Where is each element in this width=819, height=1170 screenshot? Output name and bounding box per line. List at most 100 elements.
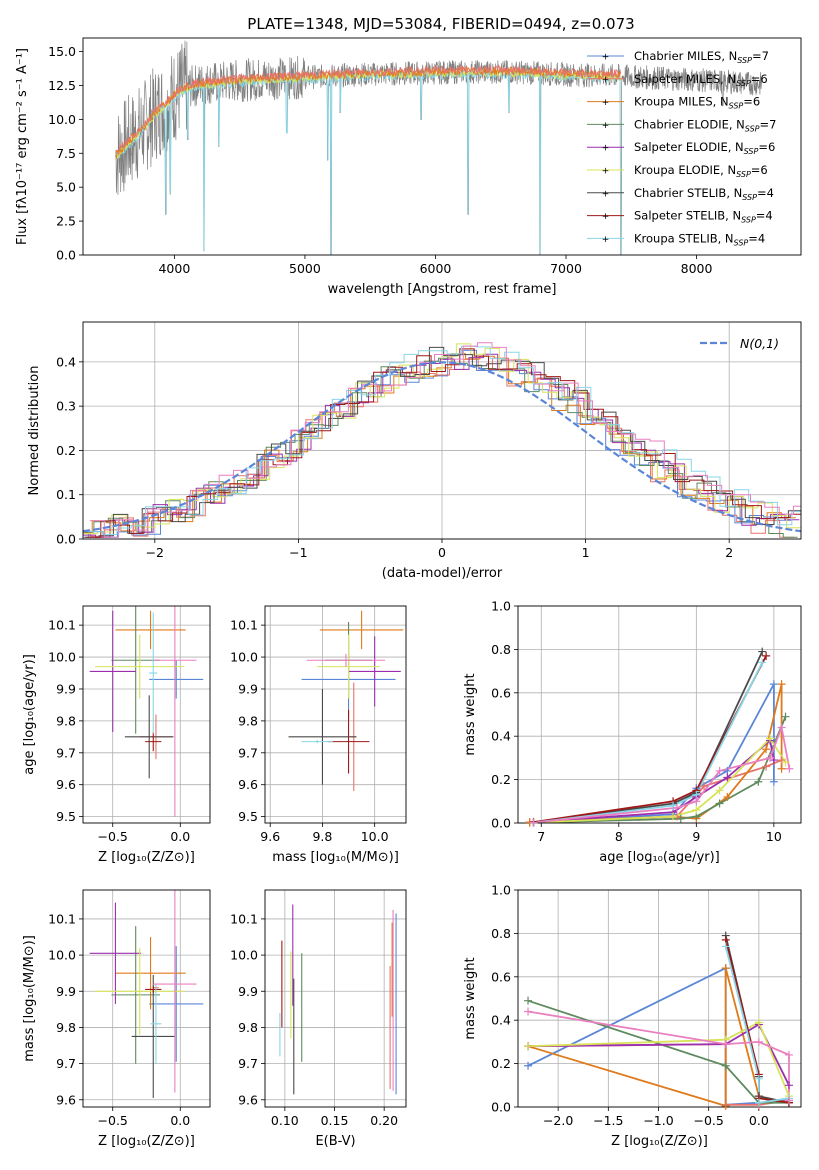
y-axis-label: Normed distribution [27, 366, 42, 496]
y-tick-label: 10.0 [48, 948, 76, 963]
y-tick-label: 0.0 [491, 1100, 511, 1115]
x-axis-label: wavelength [Angstrom, rest frame] [328, 282, 557, 297]
legend-label: N(0,1) [740, 336, 779, 351]
mass-weight-point [777, 680, 786, 689]
x-tick-label: 10 [766, 829, 782, 844]
mass-vs-ebv-panel: 0.10 0.15 0.20 9.6 9.7 9.8 9.9 10.0 10.1 E(B-V) [230, 889, 407, 1149]
x-tick-label: 7000 [550, 261, 582, 276]
y-tick-label: 0.1 [56, 487, 76, 502]
legend-label: Kroupa ELODIE, NSSP=6 [634, 163, 768, 179]
y-tick-label: 1.0 [491, 883, 511, 898]
x-tick-label: −0.5 [98, 829, 128, 844]
mass-weight-point [769, 777, 778, 786]
histogram-step-line [86, 348, 801, 538]
mass-weight-point [784, 1050, 793, 1059]
y-tick-label: 2.5 [56, 214, 76, 229]
mass-weight-point [721, 964, 730, 973]
legend-marker: + [602, 189, 610, 199]
mass-weight-point [781, 758, 790, 767]
x-axis-label: E(B-V) [315, 1134, 355, 1149]
legend-label: Kroupa MILES, NSSP=6 [634, 95, 760, 111]
mass-weight-point [721, 1040, 730, 1049]
y-tick-label: 9.7 [238, 1056, 258, 1071]
mass-weight-line [533, 716, 787, 823]
axes-frame [82, 605, 211, 824]
mass-weight-point [524, 1042, 533, 1051]
y-tick-label: 9.9 [238, 984, 258, 999]
axes-frame [264, 889, 407, 1108]
y-tick-label: 0.4 [491, 729, 511, 744]
mass-weight-point [762, 745, 771, 754]
mass-weight-point [777, 764, 786, 773]
x-tick-label: 5000 [289, 261, 321, 276]
x-axis-label: Z [log₁₀(Z/Z⊙)] [98, 850, 195, 865]
y-tick-label: 0.4 [56, 354, 76, 369]
y-tick-label: 10.1 [230, 911, 258, 926]
y-tick-label: 10.0 [48, 650, 76, 665]
x-tick-label: −1 [289, 545, 307, 560]
mass-weight-point [762, 762, 771, 771]
mass-weight-point [765, 753, 774, 762]
mass-weight-point [784, 1096, 793, 1105]
mass-weight-point [754, 777, 763, 786]
mass-weight-point [692, 805, 701, 814]
plot-area [279, 904, 397, 1095]
y-tick-label: 9.9 [56, 681, 76, 696]
legend-marker: + [602, 53, 610, 63]
x-tick-label: 10.0 [361, 829, 389, 844]
x-tick-label: 4000 [158, 261, 190, 276]
y-tick-label: 9.8 [56, 1020, 76, 1035]
residual-histogram-panel: −2 −1 0 1 2 0.0 0.1 0.2 0.3 0.4 (data-model)/error… [27, 321, 802, 581]
x-tick-label: −0.5 [98, 1113, 128, 1128]
gaussian-curve [83, 361, 801, 533]
mass-weight-line [724, 946, 790, 1104]
mass-weight-point [754, 1098, 763, 1107]
x-tick-label: 0.20 [370, 1113, 398, 1128]
legend-label: Salpeter STELIB, NSSP=4 [634, 209, 773, 225]
y-tick-label: 9.6 [56, 1092, 76, 1107]
axes-frame [264, 605, 407, 824]
y-tick-label: 9.9 [56, 984, 76, 999]
x-tick-label: 9.6 [260, 829, 280, 844]
y-tick-label: 0.2 [56, 443, 76, 458]
mass-weight-point [769, 680, 778, 689]
y-tick-label: 9.6 [238, 1092, 258, 1107]
y-tick-label: 9.5 [56, 809, 76, 824]
x-axis-label: (data-model)/error [382, 566, 503, 581]
mass-weight-point [721, 942, 730, 951]
y-tick-label: 10.1 [230, 618, 258, 633]
mass-weight-point [723, 792, 732, 801]
histogram-step-line [84, 346, 801, 538]
y-tick-label: 5.0 [56, 180, 76, 195]
x-tick-label: 8 [615, 829, 623, 844]
x-tick-label: −1.5 [593, 1113, 623, 1128]
axes-frame [82, 321, 802, 540]
mass-weight-point [700, 782, 709, 791]
y-axis-label: Flux [fλ10⁻¹⁷ erg cm⁻² s⁻¹ A⁻¹] [15, 48, 30, 245]
legend-marker: + [602, 98, 610, 108]
mass-weight-point [758, 647, 767, 656]
y-tick-label: 9.7 [56, 1056, 76, 1071]
mass-weight-point [777, 756, 786, 765]
y-axis-label: mass [log₁₀(M/M⊙)] [22, 935, 37, 1062]
y-tick-label: 0.0 [56, 532, 76, 547]
y-tick-label: 7.5 [56, 146, 76, 161]
mass-weight-line [533, 651, 764, 823]
axes-frame [517, 605, 802, 824]
histogram-step-line [83, 353, 796, 534]
legend-marker: + [602, 167, 610, 177]
y-tick-label: 0.6 [491, 969, 511, 984]
y-tick-label: 0.3 [56, 399, 76, 414]
y-tick-label: 0.4 [491, 1013, 511, 1028]
y-axis-label: age [log₁₀(age/yr)] [22, 654, 37, 775]
plot-area [288, 610, 404, 792]
mass-weight-point [721, 1101, 730, 1110]
y-tick-label: 15.0 [48, 44, 76, 59]
x-axis-label: mass [log₁₀(M/M⊙)] [272, 850, 399, 865]
mass-weight-point [715, 766, 724, 775]
y-tick-label: 9.7 [238, 745, 258, 760]
mass-weight-point [758, 658, 767, 667]
legend-label: Chabrier ELODIE, NSSP=7 [634, 117, 776, 133]
